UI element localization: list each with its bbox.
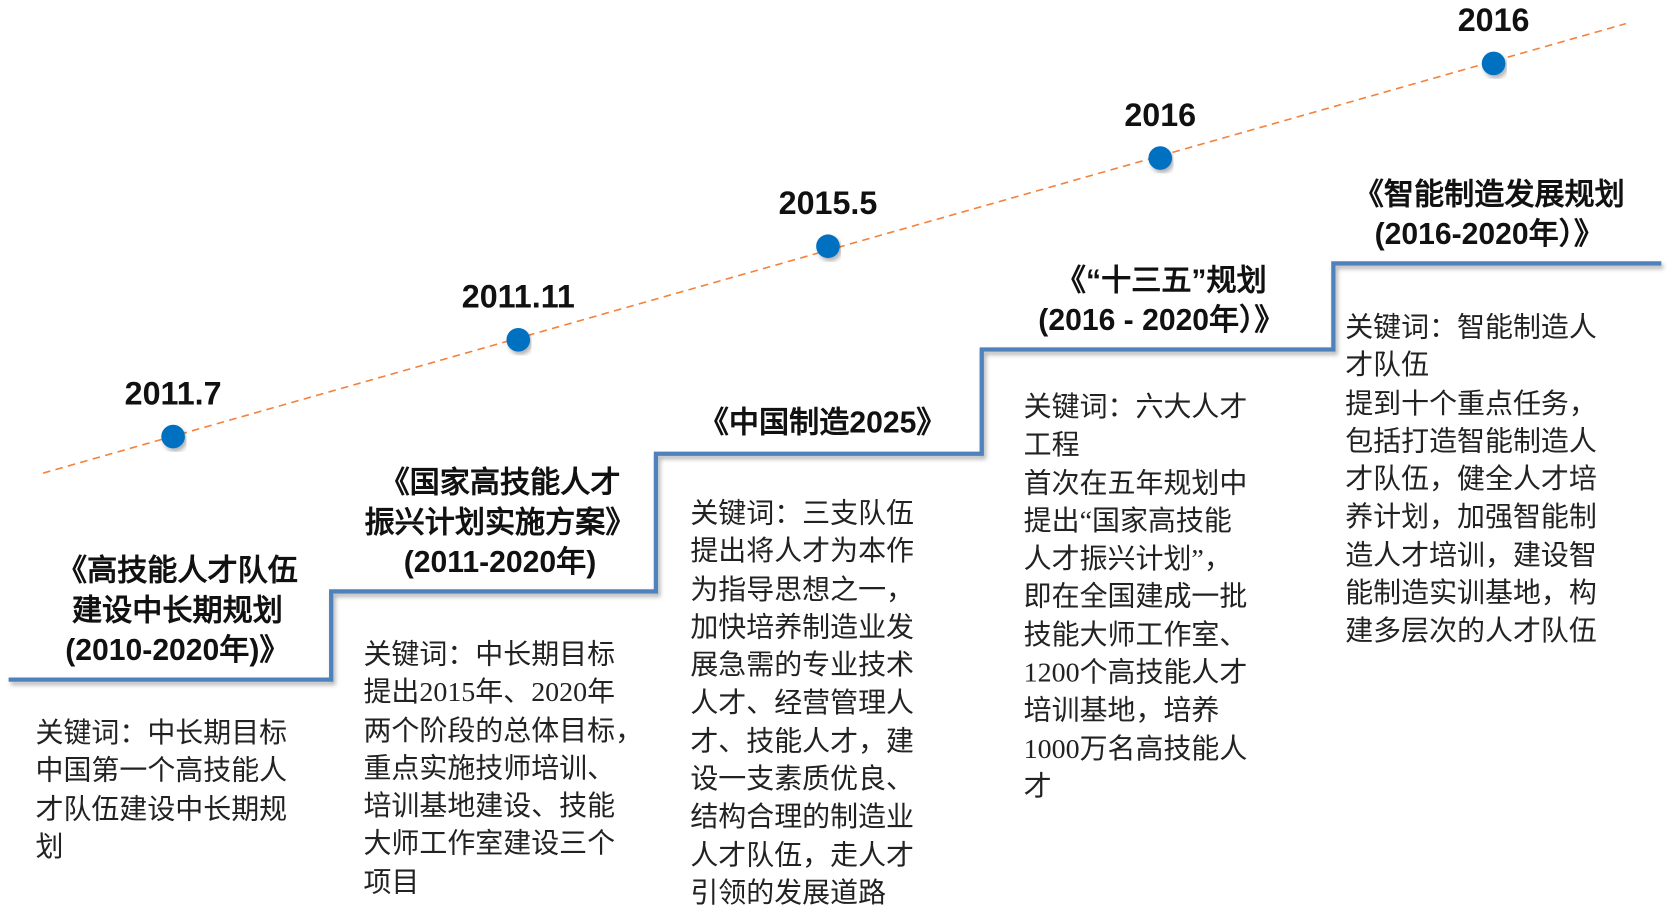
milestone-dot bbox=[506, 327, 531, 352]
description-line: 才、技能人才，建 bbox=[690, 725, 915, 757]
description-line: 人才队伍，走人才 bbox=[690, 839, 915, 871]
description-line: 包括打造智能制造人 bbox=[1345, 425, 1597, 457]
description-line: 加快培养制造业发 bbox=[690, 611, 915, 643]
milestone-dot bbox=[816, 234, 840, 259]
description-line: 造人才培训，建设智 bbox=[1345, 539, 1597, 571]
policy-title: 《中国制造2025》 bbox=[699, 402, 947, 442]
description-line: 引领的发展道路 bbox=[690, 877, 887, 909]
description-line: 两个阶段的总体目标， bbox=[363, 714, 644, 746]
description-line: 才 bbox=[1023, 770, 1052, 803]
description-line: 提出“国家高技能 bbox=[1023, 505, 1232, 537]
title-line: (2016-2020年）》 bbox=[1374, 217, 1604, 251]
title-line: (2010-2020年)》 bbox=[65, 633, 290, 667]
milestone-dot bbox=[161, 424, 185, 449]
description-line: 培训基地建设、技能 bbox=[363, 790, 616, 822]
description-line: 关键词：智能制造人 bbox=[1345, 311, 1597, 344]
description-line: 才队伍建设中长期规 bbox=[35, 793, 288, 825]
trend-dashed-line bbox=[42, 22, 1627, 474]
milestone-dot bbox=[1481, 51, 1506, 76]
description-line: 工程 bbox=[1023, 429, 1080, 461]
description-line: 结构合理的制造业 bbox=[690, 801, 915, 833]
description-line: 提出将人才为本作 bbox=[690, 535, 915, 568]
title-line: (2011-2020年) bbox=[403, 545, 597, 579]
policy-title: 《“十三五”规划 (2016 - 2020年）》 bbox=[1038, 260, 1284, 340]
title-line: 振兴计划实施方案》 bbox=[364, 505, 636, 539]
description-line: 才队伍 bbox=[1345, 349, 1430, 381]
title-line: 《高技能人才队伍 bbox=[56, 553, 298, 588]
description-line: 人才振兴计划”， bbox=[1023, 543, 1232, 575]
title-line: (2016 - 2020年）》 bbox=[1038, 303, 1285, 337]
policy-description: 关键词：中长期目标 中国第一个高技能人 才队伍建设中长期规划 bbox=[35, 714, 287, 866]
milestone-year: 2016 bbox=[1457, 3, 1530, 39]
policy-description: 关键词：智能制造人 才队伍提到十个重点任务， 包括打造智能制造人 才队伍，健全人才培养… bbox=[1345, 309, 1597, 651]
description-line: 提出2015年、2020年 bbox=[363, 676, 616, 708]
policy-description: 关键词：六大人才 工程首次在五年规划中 提出“国家高技能 人才振兴计划”， 即在全国建成… bbox=[1024, 388, 1248, 806]
description-line: 关键词：中长期目标 bbox=[35, 717, 288, 749]
description-line: 1200个高技能人才 bbox=[1023, 657, 1248, 689]
description-line: 人才、经营管理人 bbox=[690, 687, 915, 719]
title-line: 《中国制造2025》 bbox=[698, 405, 947, 439]
description-line: 建多层次的人才队伍 bbox=[1345, 615, 1597, 647]
description-line: 1000万名高技能人 bbox=[1023, 733, 1248, 765]
title-line: 《智能制造发展规划 bbox=[1353, 177, 1625, 211]
description-line: 项目 bbox=[363, 866, 420, 898]
milestone-year: 2011.7 bbox=[124, 376, 222, 412]
step-line bbox=[8, 261, 1662, 682]
policy-description: 关键词：三支队伍 提出将人才为本作 为指导思想之一， 加快培养制造业发 展急需的专业技术… bbox=[690, 495, 914, 913]
description-line: 划 bbox=[35, 831, 64, 863]
policy-title: 《高技能人才队伍 建设中长期规划 (2010-2020年)》 bbox=[57, 551, 298, 670]
milestone-year: 2016 bbox=[1124, 97, 1197, 134]
description-line: 提到十个重点任务， bbox=[1345, 387, 1597, 419]
title-line: 建设中长期规划 bbox=[72, 593, 283, 627]
policy-title: 《智能制造发展规划 (2016-2020年）》 bbox=[1354, 174, 1625, 254]
description-line: 技能大师工作室、 bbox=[1023, 619, 1248, 651]
milestone-year: 2015.5 bbox=[778, 186, 878, 222]
description-line: 能制造实训基地，构 bbox=[1345, 577, 1597, 609]
description-line: 大师工作室建设三个 bbox=[363, 828, 616, 860]
description-line: 即在全国建成一批 bbox=[1023, 581, 1248, 613]
milestone-dot bbox=[1148, 146, 1173, 170]
policy-description: 关键词：中长期目标 提出2015年、2020年 两个阶段的总体目标， 重点实施技师培训… bbox=[363, 636, 643, 902]
description-line: 养计划，加强智能制 bbox=[1345, 501, 1597, 533]
title-line: 《“十三五”规划 bbox=[1055, 263, 1267, 297]
title-line: 《国家高技能人才 bbox=[379, 465, 621, 499]
description-line: 关键词：六大人才 bbox=[1023, 391, 1248, 423]
description-line: 首次在五年规划中 bbox=[1023, 467, 1248, 499]
description-line: 关键词：三支队伍 bbox=[690, 497, 915, 530]
milestone-year: 2011.11 bbox=[461, 279, 575, 316]
description-line: 才队伍，健全人才培 bbox=[1345, 463, 1597, 495]
description-line: 重点实施技师培训、 bbox=[363, 752, 616, 784]
description-line: 中国第一个高技能人 bbox=[35, 755, 288, 787]
description-line: 关键词：中长期目标 bbox=[363, 638, 616, 670]
description-line: 设一支素质优良、 bbox=[690, 763, 915, 795]
policy-title: 《国家高技能人才 振兴计划实施方案》 (2011-2020年) bbox=[365, 462, 636, 581]
description-line: 培训基地，培养 bbox=[1023, 695, 1220, 727]
description-line: 展急需的专业技术 bbox=[690, 649, 915, 681]
description-line: 为指导思想之一， bbox=[690, 573, 915, 605]
